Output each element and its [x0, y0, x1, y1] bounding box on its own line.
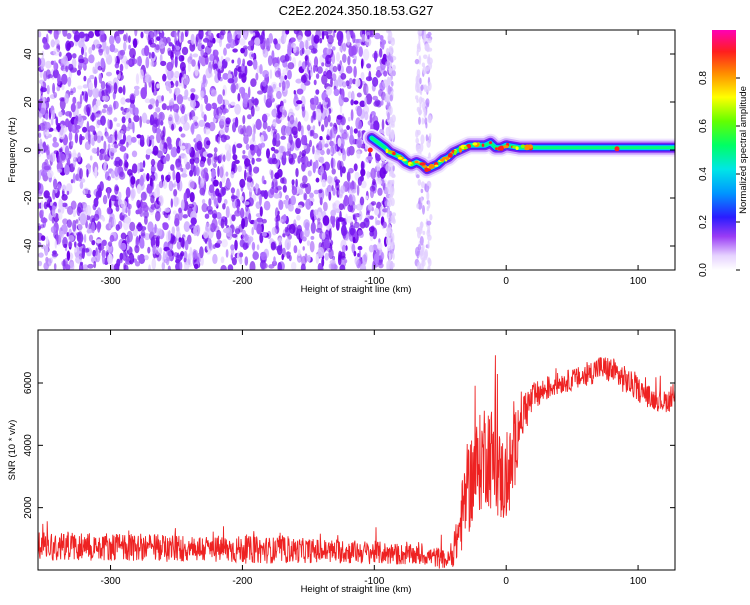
spec-ytick-label-2: 0 — [23, 147, 34, 153]
spec-ytick-label-3: 20 — [23, 96, 34, 108]
chart-title: C2E2.2024.350.18.53.G27 — [279, 3, 434, 18]
spec-xtick-label-0: -300 — [101, 276, 121, 287]
colorbar: 0.0 0.2 0.4 0.6 0.8 Normalized spectral ampl… — [698, 30, 749, 277]
hotspot-marker-0 — [367, 147, 373, 153]
colorbar-tick-label-0: 0.0 — [698, 263, 709, 277]
colorbar-tick-label-2: 0.4 — [698, 167, 709, 181]
colorbar-tick-label-4: 0.8 — [698, 71, 709, 85]
snr-frame — [37, 329, 676, 571]
spec-ytick-label-1: -20 — [23, 190, 34, 205]
snr-series-line — [38, 355, 675, 569]
snr-xlabel: Height of straight line (km) — [301, 584, 412, 595]
spec-xtick-label-1: -200 — [232, 276, 252, 287]
colorbar-gradient — [712, 30, 736, 270]
snr-xtick-label-1: -200 — [232, 576, 252, 587]
spectrogram-xlabel: Height of straight line (km) — [301, 284, 412, 295]
snr-xtick-label-0: -300 — [101, 576, 121, 587]
spec-ytick-label-0: -40 — [23, 238, 34, 253]
snr-ytick-label-2: 6000 — [23, 371, 34, 394]
snr-xtick-label-3: 0 — [503, 576, 509, 587]
signal-hotspots — [367, 141, 620, 173]
colorbar-tick-label-3: 0.6 — [698, 119, 709, 133]
spec-xtick-label-3: 0 — [503, 276, 509, 287]
snr-xtick-label-4: 100 — [630, 576, 647, 587]
spec-xtick-label-2: -100 — [364, 276, 384, 287]
snr-ytick-label-1: 4000 — [23, 434, 34, 457]
colorbar-tick-label-1: 0.2 — [698, 215, 709, 229]
spectrogram-ylabel: Frequency (Hz) — [7, 117, 18, 182]
snr-ylabel: SNR (10 * v/v) — [7, 420, 18, 481]
snr-panel: -300 -200 -100 0 100 2000 4000 6000 Height of s… — [7, 329, 676, 595]
colorbar-label: Normalized spectral amplitude — [738, 86, 749, 214]
noise-band-1 — [414, 30, 434, 270]
snr-xtick-label-2: -100 — [364, 576, 384, 587]
snr-ytick-label-0: 2000 — [23, 496, 34, 519]
spec-ytick-label-4: 40 — [23, 48, 34, 60]
noise-speckle — [38, 30, 393, 270]
spec-xtick-label-4: 100 — [630, 276, 647, 287]
hotspot-marker-1 — [614, 146, 620, 152]
